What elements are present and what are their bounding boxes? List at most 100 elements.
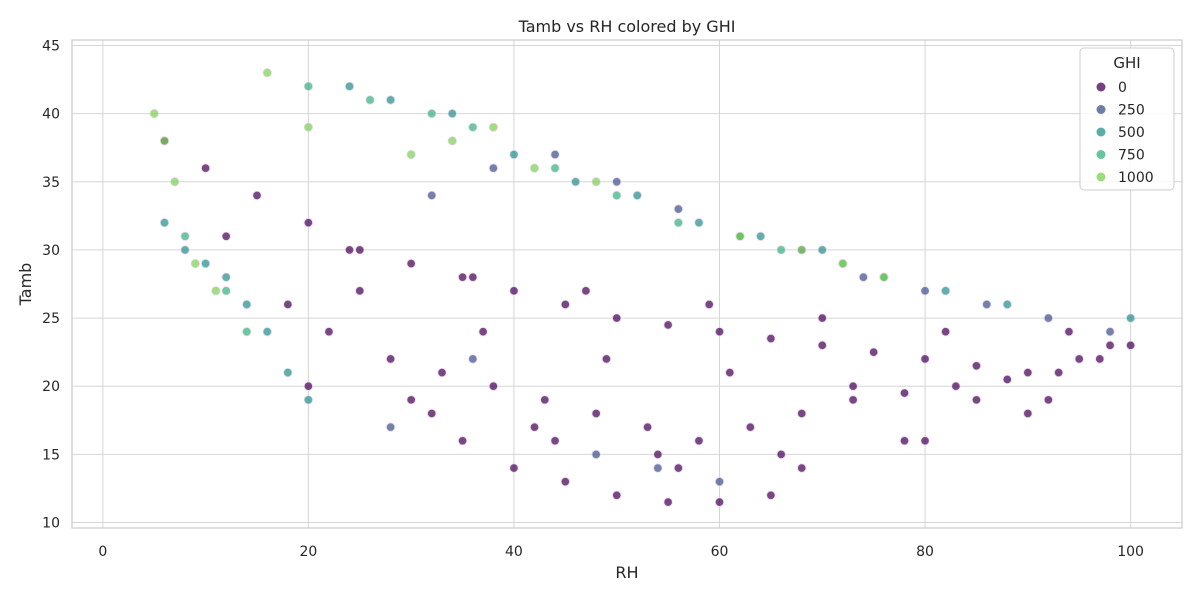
data-point [879,272,889,282]
data-point [550,436,560,446]
data-point [1095,354,1105,364]
legend-title: GHI [1113,54,1140,72]
data-point [591,408,601,419]
data-point [817,245,827,255]
data-point [386,354,396,364]
data-point [653,449,663,459]
data-point [797,408,807,419]
data-point [869,347,879,357]
data-point [262,68,272,78]
data-point [1105,327,1115,337]
data-point [971,361,982,371]
data-point [1023,408,1033,419]
data-point [612,190,622,200]
legend-marker [1096,172,1106,182]
legend-entry: 750 [1096,148,1145,164]
data-point [581,286,591,296]
data-point [262,327,272,337]
data-point [355,286,365,296]
data-point [303,122,313,132]
legend-marker [1096,82,1106,92]
data-point [612,313,622,323]
data-point [159,218,170,228]
y-tick-label: 35 [42,175,60,191]
data-point [447,109,457,119]
data-point [468,272,478,282]
data-point [468,122,478,132]
x-tick-label: 100 [1117,544,1144,560]
data-point [704,299,714,310]
data-point [858,272,868,282]
y-tick-label: 30 [42,243,60,259]
data-point [170,177,180,187]
y-axis-label: Tamb [16,263,35,307]
data-point [612,177,622,187]
data-point [303,395,313,405]
data-point [242,327,252,337]
data-point [509,149,519,160]
data-point [920,354,930,364]
x-tick-label: 40 [505,544,523,560]
data-point [355,245,365,255]
data-point [848,395,858,405]
data-point [529,422,540,432]
y-tick-label: 20 [42,379,60,395]
data-point [714,477,725,487]
data-point [509,286,519,296]
data-point [488,163,498,173]
data-point [344,81,355,91]
data-point [221,272,231,282]
data-point [817,313,827,323]
data-point [303,381,313,391]
data-point [591,177,601,187]
data-point [211,286,221,296]
data-point [1002,374,1012,385]
data-point [591,449,601,459]
data-point [550,163,560,173]
data-point [1054,368,1064,378]
legend-entries: 0 250 500 750 1000 [1096,80,1154,186]
legend-entry: 1000 [1096,170,1154,186]
series-ghi-0 [159,136,1136,507]
data-point [653,463,663,473]
data-point [766,333,776,344]
legend-marker [1096,105,1106,114]
data-point [180,245,190,255]
data-point [427,109,437,119]
y-tick-label: 40 [42,107,60,123]
data-point [1074,354,1084,364]
data-point [457,272,468,282]
legend-label: 750 [1118,148,1145,164]
data-point [488,122,498,132]
data-point [745,422,755,432]
data-point [221,231,231,241]
x-tick-label: 0 [98,544,107,560]
data-point [560,299,570,310]
x-axis-label: RH [615,563,638,582]
data-point [1043,313,1053,323]
data-point [673,204,683,214]
data-points [149,68,1136,507]
data-point [478,327,488,337]
data-point [673,463,683,473]
data-point [437,368,447,378]
legend-label: 1000 [1118,170,1154,186]
chart-title: Tamb vs RH colored by GHI [518,17,736,36]
data-point [457,436,468,446]
data-point [951,381,961,391]
x-tick-label: 80 [916,544,934,560]
data-point [1126,340,1136,350]
data-point [797,245,807,255]
data-point [982,299,992,310]
data-point [725,368,735,378]
data-point [1023,368,1033,378]
data-point [159,136,170,146]
data-point [283,299,293,310]
data-point [971,395,982,405]
legend-label: 0 [1118,80,1127,96]
data-point [149,109,159,119]
data-point [694,436,704,446]
data-point [838,258,848,269]
data-point [221,286,231,296]
